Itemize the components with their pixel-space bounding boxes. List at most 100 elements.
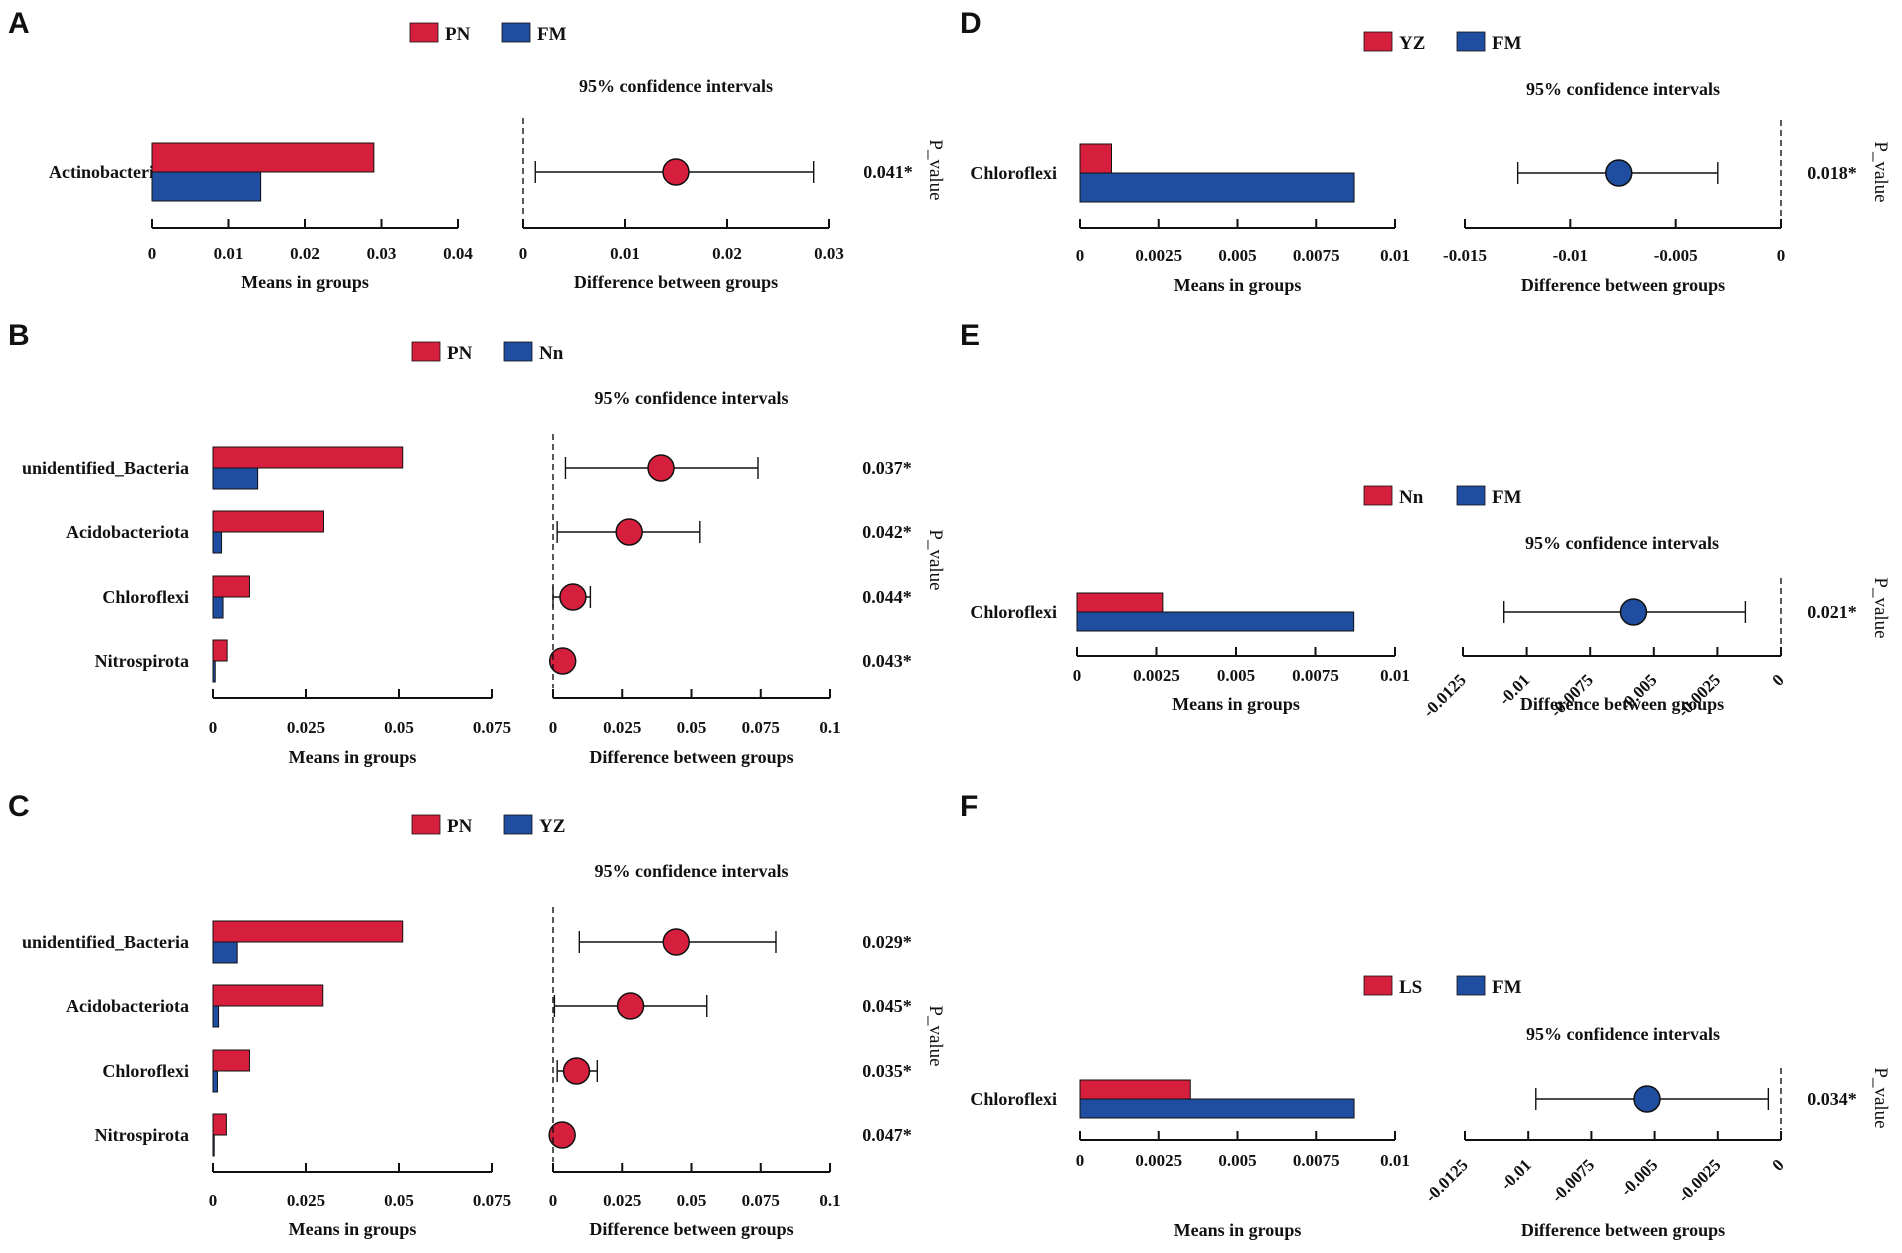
diff-tick-label: -0.0075 (1548, 1155, 1599, 1206)
bar-nn (212, 531, 223, 554)
means-tick-label: 0.03 (367, 244, 397, 263)
p-value: 0.047* (862, 1125, 912, 1145)
means-tick-label: 0 (1076, 1151, 1085, 1170)
legend-swatch-fm (1456, 31, 1486, 52)
p-value-axis-label: P_value (1870, 577, 1891, 638)
means-axis-title: Means in groups (241, 272, 369, 292)
ci-title: 95% confidence intervals (595, 388, 789, 408)
diff-tick-label: 0 (549, 718, 558, 737)
means-tick-label: 0.075 (473, 718, 511, 737)
bar-yz (212, 1070, 218, 1093)
ci-title: 95% confidence intervals (1526, 79, 1720, 99)
means-tick-label: 0.01 (214, 244, 244, 263)
ci-estimate-point (1633, 1085, 1661, 1113)
means-tick-label: 0.04 (443, 244, 473, 263)
diff-tick-label: 0.025 (603, 1191, 641, 1210)
means-tick-label: 0.005 (1218, 246, 1256, 265)
ci-estimate-point (559, 583, 587, 611)
diff-axis-title: Difference between groups (1521, 275, 1725, 295)
legend-swatch-ls (1363, 975, 1393, 996)
means-tick-label: 0.025 (287, 1191, 325, 1210)
legend-swatch-pn (411, 341, 441, 362)
ci-estimate-point (647, 454, 675, 482)
ci-title: 95% confidence intervals (1525, 533, 1719, 553)
p-value-axis-label: P_value (925, 139, 946, 200)
diff-tick-label: 0.075 (742, 1191, 780, 1210)
legend-swatch-yz (503, 814, 533, 835)
means-tick-label: 0.05 (384, 718, 414, 737)
p-value: 0.035* (862, 1061, 912, 1081)
category-label: Actinobacteria (49, 162, 163, 182)
legend-label-pn: PN (445, 24, 471, 45)
bar-yz (1079, 143, 1112, 174)
ci-estimate-point (615, 518, 643, 546)
ci-estimate-point (662, 928, 691, 956)
legend-swatch-pn (411, 814, 441, 835)
panel-a: A PN FM 95% confidence intervals Actinobacte… (8, 7, 946, 292)
diff-tick-label: 0.03 (814, 244, 844, 263)
category-label: Chloroflexi (970, 163, 1057, 183)
category-label: Chloroflexi (970, 1089, 1057, 1109)
p-value: 0.043* (862, 651, 912, 671)
ci-title: 95% confidence intervals (1526, 1024, 1720, 1044)
category-label: Acidobacteriota (66, 996, 189, 1016)
diff-tick-label: 0.1 (819, 1191, 840, 1210)
bar-pn (212, 510, 324, 533)
legend-swatch-fm (1456, 975, 1486, 996)
diff-tick-label: 0.05 (677, 1191, 707, 1210)
diff-tick-label: -0.005 (1617, 1155, 1661, 1199)
bar-pn (212, 639, 228, 662)
means-axis-title: Means in groups (1174, 1220, 1302, 1240)
panel-f: F LS FM 95% confidence intervals Chloroflexi… (960, 790, 1891, 1240)
ci-title: 95% confidence intervals (595, 861, 789, 881)
ci-estimate-point (548, 1121, 576, 1149)
diff-tick-label: -0.005 (1654, 246, 1698, 265)
legend-swatch-nn (1363, 485, 1393, 506)
panel-letter-a: A (8, 7, 30, 40)
p-value: 0.037* (862, 458, 912, 478)
bar-pn (212, 984, 324, 1007)
panel-letter-e: E (960, 319, 980, 352)
bar-fm (1076, 611, 1355, 632)
means-tick-label: 0 (209, 1191, 218, 1210)
means-tick-label: 0.0075 (1293, 1151, 1340, 1170)
category-label: Nitrospirota (95, 1125, 189, 1145)
ci-estimate-point (1605, 159, 1633, 187)
diff-axis-title: Difference between groups (1521, 1220, 1725, 1240)
means-axis-title: Means in groups (289, 1219, 417, 1239)
means-tick-label: 0.0025 (1135, 246, 1182, 265)
means-tick-label: 0.005 (1218, 1151, 1256, 1170)
bar-nn (212, 467, 259, 490)
means-tick-label: 0.02 (290, 244, 320, 263)
p-value-axis-label: P_value (925, 529, 946, 590)
diff-axis-title: Difference between groups (589, 747, 793, 767)
means-tick-label: 0 (1076, 246, 1085, 265)
means-tick-label: 0.0075 (1293, 246, 1340, 265)
legend-label-fm: FM (1492, 33, 1522, 54)
bar-pn (212, 1113, 227, 1136)
diff-tick-label: 0 (1768, 1155, 1787, 1174)
bar-nn (1076, 592, 1164, 613)
diff-axis-title: Difference between groups (574, 272, 778, 292)
means-tick-label: 0.01 (1380, 666, 1410, 685)
legend-swatch-fm (501, 22, 531, 43)
legend-label-yz: YZ (539, 816, 565, 837)
panel-letter-c: C (8, 790, 30, 823)
p-value: 0.041* (863, 162, 913, 182)
means-tick-label: 0.01 (1380, 246, 1410, 265)
diff-tick-label: 0.01 (610, 244, 640, 263)
legend-label-pn: PN (447, 816, 473, 837)
panel-c: C PN YZ 95% confidence intervals unidentifie… (8, 790, 946, 1239)
bar-fm (1079, 172, 1355, 203)
means-axis-title: Means in groups (289, 747, 417, 767)
panel-letter-b: B (8, 319, 30, 352)
diff-tick-label: -0.0025 (1674, 1155, 1725, 1206)
means-tick-label: 0 (148, 244, 157, 263)
bar-pn (212, 920, 404, 943)
p-value: 0.042* (862, 522, 912, 542)
means-tick-label: 0.01 (1380, 1151, 1410, 1170)
means-tick-label: 0.025 (287, 718, 325, 737)
legend-swatch-pn (409, 22, 439, 43)
means-tick-label: 0.0025 (1133, 666, 1180, 685)
legend-label-fm: FM (1492, 487, 1522, 508)
